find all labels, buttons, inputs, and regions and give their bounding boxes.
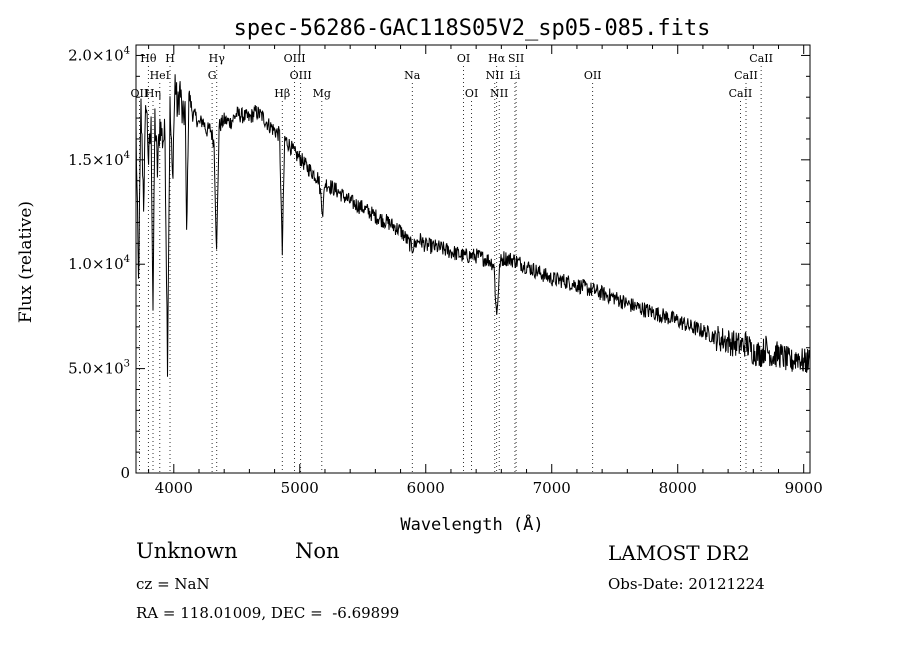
line-label: CaII [749,52,773,65]
class-label: Unknown [136,539,238,563]
redshift-value: cz = NaN [136,575,210,593]
line-label: NII [490,87,508,100]
spectrum-series-line [135,74,811,377]
y-axis-ticks: 0 5.0×103 1.0×104 1.5×104 2.0×104 [68,45,810,482]
x-tick-label: 4000 [155,479,193,497]
line-label: OI [457,52,470,65]
subclass-label: Non [295,539,340,563]
line-label: OI [465,87,478,100]
line-label: SII [508,52,524,65]
line-label: OII [584,69,602,82]
coordinates-value: RA = 118.01009, DEC = -6.69899 [136,604,400,622]
line-label: CaII [729,87,753,100]
plot-frame [135,44,811,474]
line-label: Li [510,69,521,82]
line-label: Hβ [274,87,290,100]
y-axis-label: Flux (relative) [16,201,36,323]
y-tick-label: 1.0×104 [68,254,130,273]
x-tick-label: 9000 [785,479,823,497]
x-tick-label: 5000 [281,479,319,497]
line-label: G [208,69,217,82]
chart-title: spec-56286-GAC118S05V2_sp05-085.fits [234,16,711,41]
line-label: Mg [313,87,331,100]
x-tick-label: 7000 [533,479,571,497]
line-label: OII [131,87,149,100]
spectral-line-markers [139,66,762,473]
observation-date: Obs-Date: 20121224 [608,575,765,593]
x-tick-label: 6000 [407,479,445,497]
line-label: Hα [488,52,506,65]
x-axis-ticks: 4000 5000 6000 7000 8000 9000 [148,45,823,497]
line-label: OIII [290,69,312,82]
line-label: H [165,52,175,65]
line-label: Hγ [209,52,226,65]
y-tick-label: 5.0×103 [68,359,130,378]
line-label: Hθ [140,52,157,65]
line-label: HeI [150,69,170,82]
line-label: Hη [145,87,161,100]
plot-border [135,44,811,474]
y-tick-label: 0 [120,464,130,482]
line-label: CaII [734,69,758,82]
survey-label: LAMOST DR2 [608,541,750,565]
x-axis-label: Wavelength (Å) [400,513,543,535]
line-label: NII [486,69,504,82]
line-label: Na [404,69,421,82]
y-tick-label: 2.0×104 [68,45,130,64]
x-tick-label: 8000 [659,479,697,497]
y-tick-label: 1.5×104 [68,150,130,169]
line-label: OIII [284,52,306,65]
